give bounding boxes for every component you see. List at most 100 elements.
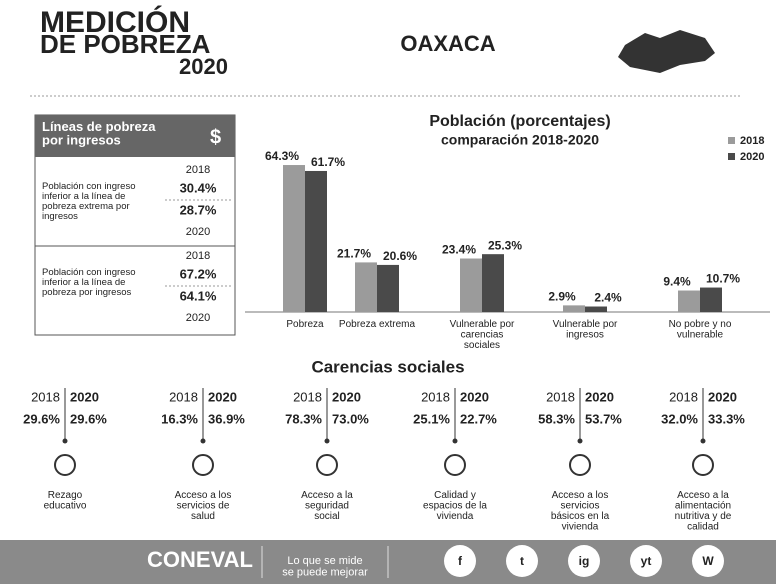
year: 2020	[70, 389, 99, 404]
carencia-label: Acceso a los servicios básicos en la vivien…	[551, 490, 610, 533]
social-icon: f	[458, 554, 463, 568]
carencia-value: 36.9%	[208, 411, 245, 426]
header-title: DE POBREZA	[40, 29, 211, 59]
col-dot	[62, 438, 68, 444]
header-title: MEDICIÓN	[40, 5, 190, 39]
year: 2018	[669, 389, 698, 404]
bar	[585, 306, 607, 312]
carencia-value: 25.1%	[413, 411, 450, 426]
carencia-value: 78.3%	[285, 411, 322, 426]
carencias-title: Carencias sociales	[311, 357, 464, 376]
carencia-icon	[54, 454, 76, 476]
year: 2020	[460, 389, 489, 404]
value-label: 20.6%	[383, 249, 417, 263]
bar	[305, 170, 327, 312]
social-button[interactable]	[568, 545, 600, 577]
x-tick-label: Vulnerable por carencias sociales	[450, 319, 515, 351]
year: 2020	[208, 389, 237, 404]
value-label: 21.7%	[337, 247, 371, 261]
lineas-title: Líneas de pobreza por ingresos	[42, 119, 156, 148]
carencia-label: Calidad y espacios de la vivienda	[423, 490, 487, 522]
x-tick-label: No pobre y no vulnerable	[669, 319, 732, 341]
col-dot	[200, 438, 206, 444]
bar	[377, 264, 399, 312]
col-dot	[577, 438, 583, 444]
carencia-value: 22.7%	[460, 411, 497, 426]
state-map	[618, 30, 715, 73]
value-label: 9.4%	[663, 275, 691, 289]
social-button[interactable]	[692, 545, 724, 577]
legend-label: 2020	[740, 151, 764, 163]
value-label: 23.4%	[442, 243, 476, 257]
social-icon: t	[520, 554, 524, 568]
bar	[678, 290, 700, 312]
social-icon: W	[702, 554, 714, 568]
bar	[283, 165, 305, 312]
col-dot	[700, 438, 706, 444]
row-year: 2018	[186, 164, 210, 176]
carencia-icon	[316, 454, 338, 476]
carencia-label: Acceso a los servicios de salud	[175, 490, 232, 522]
year: 2020	[332, 389, 361, 404]
lineas-icon: $	[210, 126, 221, 148]
state-name: OAXACA	[400, 31, 495, 56]
legend-swatch	[728, 153, 735, 160]
legend-label: 2018	[740, 135, 764, 147]
x-tick-label: Pobreza	[286, 319, 324, 330]
value-label: 25.3%	[488, 238, 522, 252]
year: 2018	[421, 389, 450, 404]
bar	[700, 287, 722, 312]
carencia-label: Acceso a la seguridad social	[301, 490, 353, 522]
social-icon: yt	[641, 554, 652, 568]
social-icon: ig	[579, 554, 590, 568]
carencia-label: Acceso a la alimentación nutritiva y de cal…	[675, 490, 732, 533]
year: 2020	[585, 389, 614, 404]
bar	[460, 258, 482, 312]
brand: CONEVAL	[147, 547, 253, 572]
row-value: 30.4%	[180, 180, 217, 195]
carencia-value: 58.3%	[538, 411, 575, 426]
value-label: 61.7%	[311, 155, 345, 169]
chart-title: Población (porcentajes)	[429, 113, 610, 130]
social-button[interactable]	[630, 545, 662, 577]
lineas-header	[35, 115, 235, 157]
carencia-value: 29.6%	[23, 411, 60, 426]
row-year: 2018	[186, 250, 210, 262]
header-title: 2020	[179, 54, 228, 79]
col-dot	[452, 438, 458, 444]
row-year: 2020	[186, 312, 210, 324]
year: 2018	[293, 389, 322, 404]
legend-swatch	[728, 137, 735, 144]
year: 2018	[31, 389, 60, 404]
year: 2018	[546, 389, 575, 404]
carencia-value: 32.0%	[661, 411, 698, 426]
carencia-icon	[569, 454, 591, 476]
carencia-icon	[444, 454, 466, 476]
bar	[355, 262, 377, 312]
row-year: 2020	[186, 226, 210, 238]
slogan: Lo que se mide se puede mejorar	[282, 555, 368, 579]
carencia-value: 73.0%	[332, 411, 369, 426]
value-label: 2.4%	[594, 291, 622, 305]
value-label: 10.7%	[706, 272, 740, 286]
carencia-value: 29.6%	[70, 411, 107, 426]
value-label: 2.9%	[548, 290, 576, 304]
carencia-value: 33.3%	[708, 411, 745, 426]
value-label: 64.3%	[265, 149, 299, 163]
social-button[interactable]	[444, 545, 476, 577]
row-value: 67.2%	[180, 266, 217, 281]
bar	[563, 305, 585, 312]
bar	[482, 254, 504, 312]
carencia-icon	[692, 454, 714, 476]
col-dot	[324, 438, 330, 444]
x-tick-label: Vulnerable por ingresos	[553, 319, 618, 341]
carencia-icon	[192, 454, 214, 476]
row-value: 28.7%	[180, 202, 217, 217]
carencia-label: Rezago educativo	[44, 490, 87, 512]
row-value: 64.1%	[180, 288, 217, 303]
row-label: Población con ingreso inferior a la línea…	[42, 181, 135, 222]
year: 2020	[708, 389, 737, 404]
x-tick-label: Pobreza extrema	[339, 319, 416, 330]
social-button[interactable]	[506, 545, 538, 577]
